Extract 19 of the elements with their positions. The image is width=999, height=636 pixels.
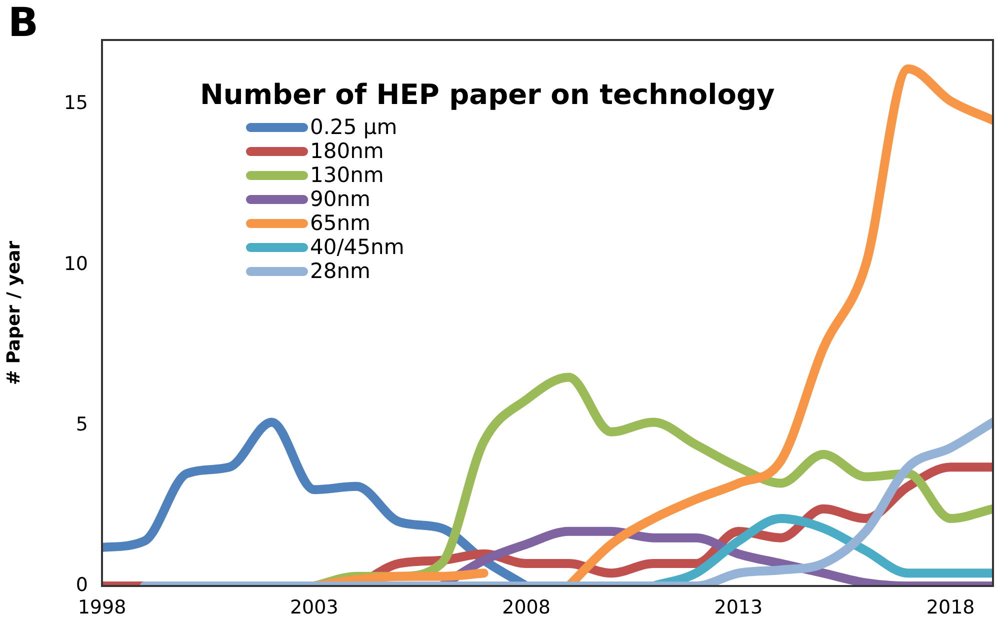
legend-label: 28nm — [310, 259, 370, 283]
y-tick-label: 10 — [64, 252, 88, 275]
x-tick-label: 2008 — [502, 596, 550, 618]
y-tick-label: 0 — [76, 574, 88, 596]
legend-label: 130nm — [310, 163, 384, 187]
x-tick-label: 2003 — [290, 596, 338, 618]
legend-label: 40/45nm — [310, 235, 404, 259]
legend-label: 90nm — [310, 187, 370, 211]
legend-label: 0.25 µm — [310, 115, 398, 139]
text: B — [8, 0, 38, 46]
y-axis-title: # Paper / year — [3, 240, 24, 386]
x-tick-label: 2018 — [926, 596, 975, 618]
legend-label: 65nm — [310, 211, 370, 235]
y-tick-label: 15 — [64, 92, 88, 114]
legend-label: 180nm — [310, 139, 384, 163]
text: Number of HEP paper on technology — [200, 78, 775, 111]
x-tick-label: 2013 — [714, 596, 763, 618]
y-tick-label: 5 — [76, 413, 88, 436]
x-tick-label: 1998 — [78, 596, 126, 618]
